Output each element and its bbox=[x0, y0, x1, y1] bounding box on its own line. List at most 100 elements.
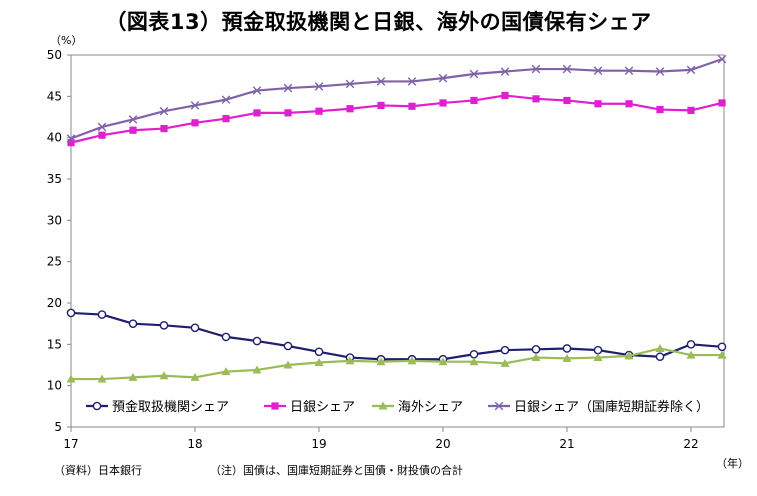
data-point bbox=[656, 105, 664, 114]
series-line bbox=[70, 58, 723, 140]
data-point bbox=[500, 67, 510, 76]
data-point bbox=[190, 101, 200, 110]
x-tick-label: 19 bbox=[311, 437, 326, 451]
data-point bbox=[469, 69, 479, 79]
x-tick-label: 17 bbox=[63, 437, 78, 451]
data-point bbox=[593, 345, 603, 355]
y-tick-label: 40 bbox=[47, 131, 62, 145]
data-point bbox=[97, 122, 107, 132]
plot-frame bbox=[70, 54, 725, 428]
data-point bbox=[624, 66, 634, 76]
data-point bbox=[160, 124, 168, 133]
data-point bbox=[531, 353, 541, 362]
y-tick-label: 10 bbox=[47, 379, 62, 393]
legend-label: 日銀シェア（国庫短期証券除く） bbox=[514, 399, 709, 415]
x-marker-stroke bbox=[159, 106, 169, 116]
data-point bbox=[376, 77, 386, 86]
data-point bbox=[438, 73, 448, 83]
data-point bbox=[407, 356, 417, 365]
data-point bbox=[469, 357, 479, 366]
data-point bbox=[532, 95, 540, 103]
x-marker-stroke bbox=[283, 83, 293, 93]
y-axis-unit: （%） bbox=[50, 34, 83, 47]
x-marker-stroke bbox=[190, 101, 200, 110]
data-point bbox=[314, 358, 324, 367]
data-point bbox=[500, 358, 510, 367]
series-3 bbox=[66, 343, 727, 383]
x-marker-stroke bbox=[593, 66, 603, 76]
legend-item: 日銀シェア bbox=[264, 400, 355, 415]
data-point bbox=[252, 365, 262, 374]
series-line bbox=[70, 311, 723, 361]
x-marker-stroke bbox=[314, 82, 324, 91]
data-point bbox=[66, 308, 76, 318]
y-tick-label: 5 bbox=[54, 420, 62, 434]
data-point bbox=[191, 119, 199, 127]
legend-label: 海外シェア bbox=[398, 400, 463, 415]
legend-item: 海外シェア bbox=[372, 400, 463, 415]
data-point bbox=[531, 344, 541, 354]
y-tick-label: 50 bbox=[47, 48, 62, 62]
x-marker-stroke bbox=[128, 115, 138, 124]
data-point bbox=[563, 96, 571, 105]
y-tick-label: 35 bbox=[47, 172, 62, 186]
data-point bbox=[718, 99, 726, 107]
x-axis-unit: （年） bbox=[716, 457, 749, 470]
data-point bbox=[97, 310, 107, 319]
x-marker-stroke bbox=[494, 401, 504, 411]
data-point bbox=[252, 336, 262, 346]
x-marker-stroke bbox=[252, 86, 262, 95]
data-point bbox=[594, 100, 602, 108]
data-point bbox=[128, 319, 138, 328]
legend: 預金取扱機関シェア 日銀シェア 海外シェア 日銀シェア（国庫短期証券除く） bbox=[86, 399, 709, 415]
data-point bbox=[98, 131, 106, 139]
data-point bbox=[159, 106, 169, 116]
data-point bbox=[66, 134, 76, 143]
data-point bbox=[129, 126, 137, 134]
y-tick-label: 25 bbox=[47, 255, 62, 269]
data-point bbox=[221, 95, 231, 104]
data-point bbox=[687, 106, 695, 114]
data-point bbox=[686, 65, 696, 75]
x-tick-label: 21 bbox=[559, 437, 574, 451]
data-point bbox=[345, 356, 355, 365]
data-point bbox=[159, 321, 169, 330]
x-marker-stroke bbox=[500, 67, 510, 76]
data-point bbox=[377, 101, 385, 110]
series-line bbox=[70, 94, 723, 144]
x-marker-stroke bbox=[407, 77, 417, 86]
data-point bbox=[624, 351, 634, 360]
series-group bbox=[66, 54, 727, 383]
series-line bbox=[71, 347, 722, 381]
data-point bbox=[562, 344, 572, 353]
data-point bbox=[190, 323, 200, 333]
data-point bbox=[625, 100, 633, 108]
series-4 bbox=[66, 54, 727, 143]
data-point bbox=[221, 367, 231, 376]
x-marker-stroke bbox=[531, 64, 541, 74]
data-point bbox=[97, 374, 107, 383]
footnote: （注）国債は、国庫短期証券と国債・財投債の合計 bbox=[210, 464, 463, 477]
data-point bbox=[439, 99, 447, 107]
data-point bbox=[686, 340, 696, 349]
data-point bbox=[283, 83, 293, 93]
legend-swatch-marker bbox=[378, 401, 388, 410]
data-point bbox=[128, 372, 138, 381]
data-point bbox=[252, 86, 262, 95]
data-point bbox=[593, 353, 603, 362]
data-point bbox=[408, 102, 416, 110]
data-point bbox=[500, 345, 510, 355]
legend-label: 預金取扱機関シェア bbox=[112, 399, 229, 415]
data-point bbox=[253, 109, 261, 117]
y-tick-label: 15 bbox=[47, 337, 62, 351]
legend-label: 日銀シェア bbox=[290, 400, 355, 415]
x-marker-stroke bbox=[438, 73, 448, 83]
source-note: （資料）日本銀行 bbox=[54, 464, 142, 477]
data-point bbox=[315, 107, 323, 115]
y-tick-labels: 5 10 15 20 25 30 35 40 45 50 bbox=[47, 48, 62, 434]
x-marker-stroke bbox=[97, 122, 107, 132]
x-marker-stroke bbox=[221, 95, 231, 104]
x-marker-stroke bbox=[717, 54, 727, 64]
data-point bbox=[222, 115, 230, 123]
data-point bbox=[159, 371, 169, 380]
